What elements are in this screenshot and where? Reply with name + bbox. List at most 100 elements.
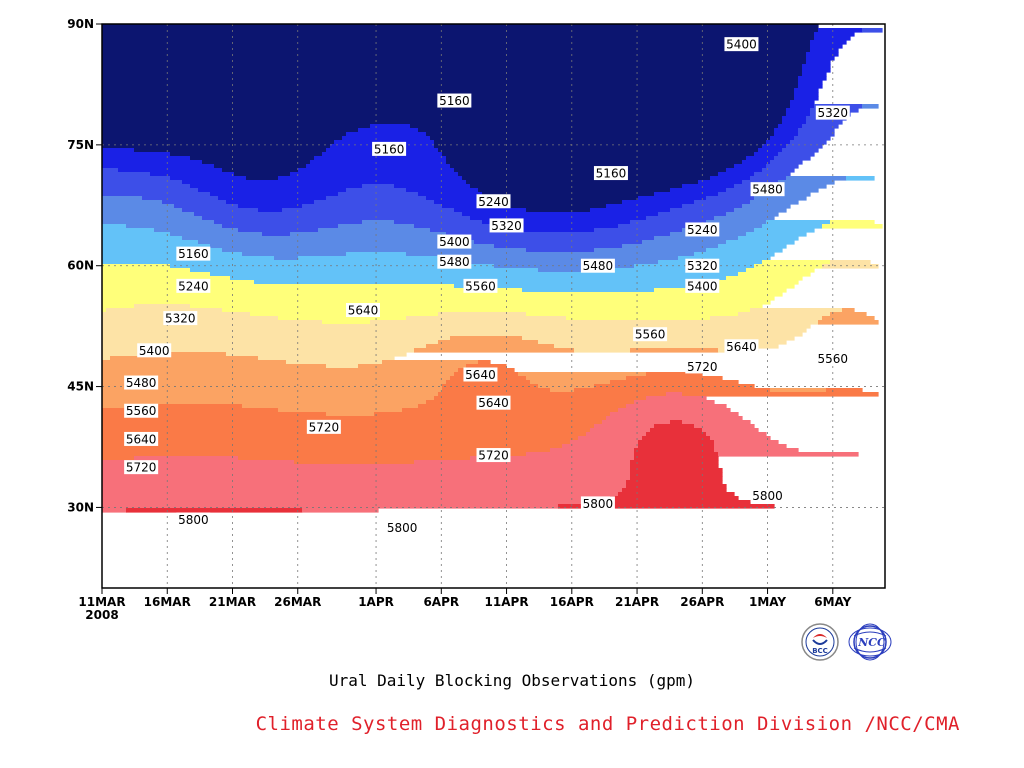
contour-fill-cell — [102, 208, 183, 213]
contour-fill-cell — [102, 392, 439, 397]
contour-fill-cell — [190, 268, 539, 273]
ncc-logo-text: NCC — [857, 636, 886, 649]
contour-fill-cell — [654, 424, 695, 429]
contour-fill-cell — [698, 180, 743, 185]
contour-fill-cell — [102, 500, 595, 505]
contour-fill-cell — [406, 252, 695, 257]
contour-fill-cell — [446, 232, 671, 237]
contour-fill-cell — [454, 284, 691, 289]
contour-fill-cell — [718, 172, 755, 177]
contour-fill-cell — [478, 360, 491, 365]
contour-fill-cell — [626, 376, 723, 381]
contour-fill-cell — [394, 220, 483, 225]
contour-fill-cell — [778, 180, 835, 185]
contour-fill-cell — [654, 288, 787, 293]
contour-fill-cell — [382, 360, 479, 365]
contour-label-text: 5720 — [126, 461, 157, 475]
contour-fill-cell — [258, 356, 395, 361]
contour-fill-cell — [102, 220, 215, 225]
contour-fill-cell — [458, 172, 719, 177]
contour-fill-cell — [102, 164, 215, 169]
contour-label-text: 5560 — [465, 279, 496, 293]
contour-fill-cell — [726, 276, 803, 281]
chart-title: Ural Daily Blocking Observations (gpm) — [328, 671, 696, 690]
contour-label-text: 5480 — [583, 259, 614, 273]
x-tick-label: 26MAR — [274, 595, 321, 609]
contour-fill-cell — [102, 436, 579, 441]
contour-fill-cell — [482, 220, 631, 225]
contour-fill-cell — [102, 108, 787, 113]
contour-fill-cell — [642, 240, 727, 245]
contour-fill-cell — [134, 148, 327, 153]
contour-label-text: 5560 — [818, 352, 849, 366]
contour-fill-cell — [590, 208, 671, 213]
contour-label: 5720 — [306, 419, 341, 434]
contour-label-text: 5480 — [752, 183, 783, 197]
contour-label: 5160 — [593, 166, 628, 181]
contour-fill-cell — [630, 472, 723, 477]
contour-fill-cell — [102, 76, 799, 81]
contour-fill-cell — [102, 336, 451, 341]
y-tick-label: 30N — [67, 500, 94, 514]
contour-fill-cell — [762, 224, 823, 229]
contour-fill-cell — [710, 176, 751, 181]
contour-label: 5640 — [476, 395, 511, 410]
contour-fill-cell — [594, 384, 755, 389]
x-tick-label: 16MAR — [144, 595, 191, 609]
contour-fill-cell — [410, 124, 779, 129]
contour-fill-cell — [610, 496, 739, 501]
contour-fill-cell — [450, 336, 523, 341]
contour-fill-cell — [222, 308, 751, 313]
contour-fill-cell — [190, 184, 363, 189]
contour-label: 5480 — [437, 254, 472, 269]
contour-fill-cell — [102, 24, 819, 29]
contour-fill-cell — [802, 68, 831, 73]
contour-fill-cell — [426, 196, 491, 201]
contour-fill-cell — [102, 56, 807, 61]
contour-label-text: 5720 — [309, 420, 340, 434]
contour-fill-cell — [494, 264, 635, 269]
contour-fill-cell — [238, 228, 319, 233]
contour-fill-cell — [794, 92, 819, 97]
contour-fill-cell — [102, 368, 459, 373]
contour-fill-cell — [622, 488, 727, 493]
contour-fill-cell — [406, 316, 567, 321]
contour-label: 5640 — [346, 303, 380, 318]
contour-fill-cell — [338, 224, 415, 229]
contour-fill-cell — [746, 156, 775, 161]
contour-fill-cell — [694, 200, 751, 205]
contour-fill-cell — [102, 452, 527, 457]
contour-fill-cell — [694, 424, 755, 429]
contour-fill-cell — [362, 184, 395, 189]
contour-fill-cell — [242, 252, 347, 257]
contour-fill-cell — [554, 344, 779, 349]
contour-fill-cell — [102, 72, 803, 77]
contour-fill-cell — [434, 140, 767, 145]
contour-fill-cell — [182, 180, 467, 185]
contour-fill-cell — [626, 480, 723, 485]
contour-fill-cell — [102, 468, 631, 473]
contour-fill-cell — [694, 252, 775, 257]
contour-fill-cell — [718, 452, 859, 457]
contour-fill-cell — [618, 408, 731, 413]
contour-fill-cell — [418, 128, 775, 133]
contour-fill-cell — [718, 192, 763, 197]
contour-label-text: 5400 — [139, 344, 170, 358]
contour-fill-cell — [846, 176, 875, 181]
contour-fill-cell — [626, 484, 727, 489]
contour-fill-cell — [102, 432, 587, 437]
contour-fill-cell — [810, 48, 839, 53]
contour-fill-cell — [430, 228, 519, 233]
contour-fill-cell — [278, 316, 407, 321]
contour-fill-cell — [570, 440, 639, 445]
contour-fill-cell — [454, 168, 727, 173]
contour-fill-cell — [794, 136, 831, 141]
contour-fill-cell — [110, 356, 259, 361]
contour-fill-cell — [150, 172, 235, 177]
contour-fill-cell — [774, 156, 811, 161]
contour-fill-cell — [610, 412, 739, 417]
contour-label: 5160 — [176, 246, 211, 261]
contour-fill-cell — [666, 392, 683, 397]
contour-fill-cell — [462, 260, 659, 265]
contour-fill-cell — [102, 28, 819, 33]
